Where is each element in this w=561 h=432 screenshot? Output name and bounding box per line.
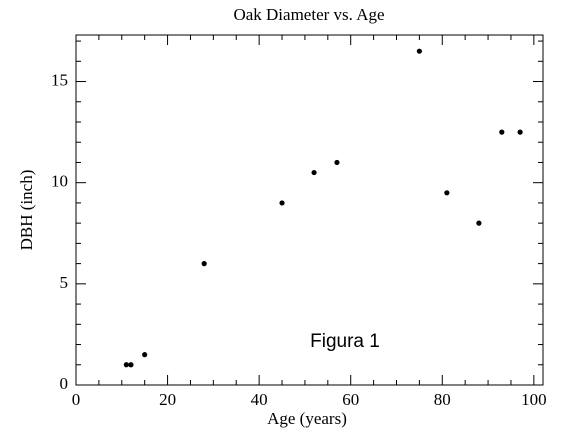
x-tick-label: 100 [521,390,547,409]
x-tick-label: 80 [434,390,451,409]
x-tick-label: 20 [159,390,176,409]
y-tick-label: 10 [51,172,68,191]
x-tick-label: 40 [251,390,268,409]
point [334,159,340,166]
point [128,362,134,368]
x-tick-label: 0 [72,390,81,409]
point [201,261,207,267]
point [279,200,285,206]
point [123,362,129,368]
plot-frame [75,34,544,386]
annotation: Figura 1 [310,331,380,352]
y-tick-label: 0 [60,374,69,393]
y-tick-label: 5 [60,273,69,292]
point [476,220,482,226]
y-tick-label: 15 [51,70,68,89]
point [311,169,317,176]
point [416,48,422,54]
chart-title: Oak Diameter vs. Age [233,5,384,24]
point [517,129,523,135]
y-axis-label: DBH (inch) [17,170,36,251]
x-tick-label: 60 [342,390,359,409]
point [444,190,450,196]
point [499,129,505,135]
x-axis-label: Age (years) [267,409,347,428]
point [142,352,148,358]
